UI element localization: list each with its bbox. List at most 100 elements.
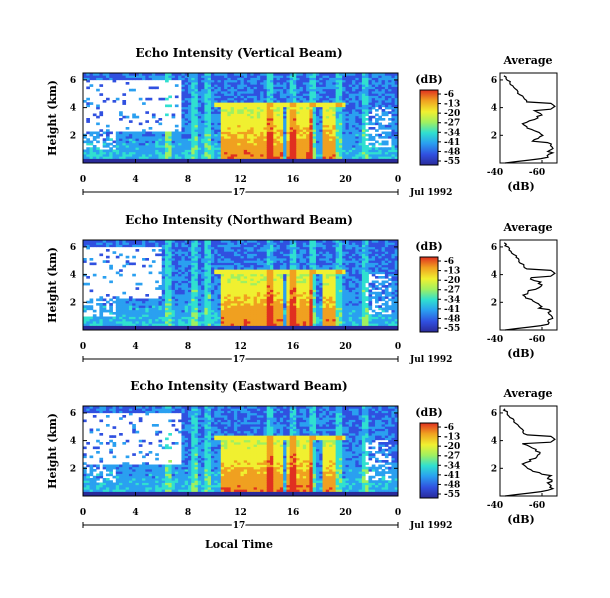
heatmap-cell [102,240,107,243]
heatmap-cell [83,73,87,76]
heatmap-cell [345,95,350,99]
heatmap-cell [220,84,225,87]
heatmap-cell [250,151,255,155]
heatmap-cell [220,312,225,315]
heatmap-cell [338,142,343,146]
heatmap-cell [361,129,366,132]
heatmap-cell [256,142,261,146]
heatmap-cell [181,316,186,320]
heatmap-cell [155,242,159,245]
heatmap-cell [256,145,261,148]
heatmap-cell [168,262,172,266]
heatmap-cell [332,142,337,146]
heatmap-cell [247,79,251,83]
heatmap-cell [276,104,281,108]
heatmap-cell [286,111,291,114]
heatmap-cell [161,244,166,248]
heatmap-cell [184,149,189,153]
heatmap-cell [181,296,186,299]
heatmap-cell [263,154,268,157]
heatmap-cell [276,93,281,96]
heatmap-cell [368,149,373,153]
heatmap-cell [247,154,251,157]
heatmap-cell [322,109,327,112]
heatmap-cell [306,102,310,105]
heatmap-cell [119,321,123,324]
heatmap-cell [89,289,94,293]
heatmap-cell [168,244,172,248]
heatmap-cell [165,242,169,245]
heatmap-cell [256,147,261,150]
heatmap-cell [296,95,300,99]
heatmap-cell [191,287,195,290]
heatmap-cell [184,291,189,295]
heatmap-cell [184,305,189,308]
heatmap-cell [158,321,163,324]
heatmap-cell [332,156,337,159]
heatmap-cell [250,91,255,94]
heatmap-cell [332,73,337,76]
heatmap-cell [306,111,310,114]
heatmap-cell [293,104,297,108]
heatmap-cell [253,154,258,157]
heatmap-cell [361,86,366,90]
heatmap-cell [302,77,307,81]
heatmap-cell [266,95,271,99]
heatmap-cell [332,97,337,101]
heatmap-cell [256,73,261,76]
heatmap-cell [119,111,123,114]
heatmap-cell [391,97,396,101]
heatmap-cell [233,109,238,112]
heatmap-cell [332,124,337,128]
heatmap-cell [194,122,199,126]
heatmap-cell [168,273,172,277]
heatmap-cell [201,142,205,146]
heatmap-cell [227,262,232,266]
heatmap-cell [384,111,389,114]
heatmap-cell [250,160,255,164]
heatmap-cell [335,158,340,162]
heatmap-cell [312,95,317,99]
heatmap-cell [296,91,300,94]
heatmap-cell [220,88,225,92]
heatmap-cell [181,242,186,245]
heatmap-cell [161,269,166,272]
heatmap-cell [293,77,297,81]
heatmap-cell [217,82,222,85]
heatmap-cell [174,278,179,281]
heatmap-cell [151,149,156,153]
heatmap-cell [338,160,343,164]
heatmap-cell [181,106,186,110]
heatmap-cell [338,82,343,85]
heatmap-cell [181,147,186,150]
heatmap-cell [214,273,218,277]
heatmap-cell [319,131,323,135]
heatmap-cell [142,316,146,320]
heatmap-cell [306,106,310,110]
heatmap-cell [128,321,133,324]
heatmap-cell [322,118,327,121]
heatmap-cell [279,127,284,130]
heatmap-cell [368,120,373,123]
profile-y-tick-label: 4 [491,104,497,114]
heatmap-cell [335,147,340,150]
heatmap-cell [165,271,169,275]
heatmap-cell [214,298,218,302]
heatmap-cell [217,246,222,250]
heatmap-cell [201,262,205,266]
heatmap-cell [250,84,255,87]
heatmap-cell [279,149,284,153]
heatmap-cell [260,84,264,87]
heatmap-cell [368,115,373,119]
heatmap-cell [266,138,271,141]
heatmap-cell [86,240,90,243]
heatmap-cell [158,154,163,157]
heatmap-cell [286,131,291,135]
heatmap-cell [230,145,235,148]
heatmap-cell [279,133,284,137]
heatmap-cell [289,73,294,76]
heatmap-cell [214,133,218,137]
heatmap-cell [358,120,363,123]
heatmap-cell [105,316,110,320]
heatmap-cell [214,285,218,288]
